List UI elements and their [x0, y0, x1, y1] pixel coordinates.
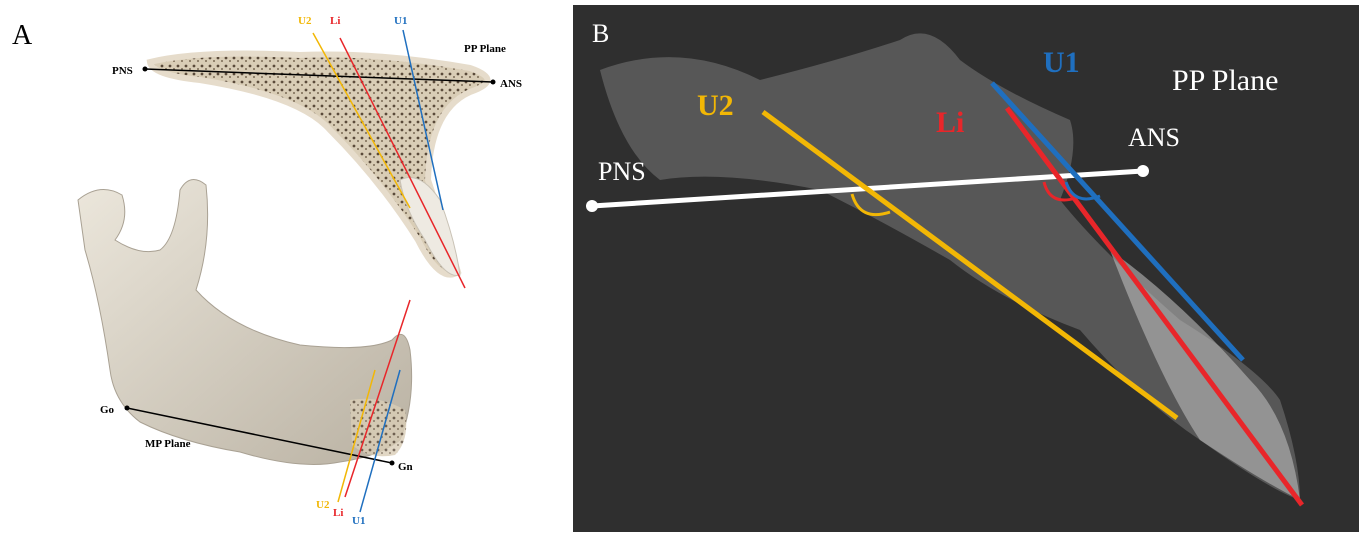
point-label: Gn	[398, 461, 413, 473]
panel-a: A U2 Li U1 PP Plane PNS ANS Go MP Plane …	[12, 15, 522, 527]
figure: A U2 Li U1 PP Plane PNS ANS Go MP Plane …	[0, 0, 1362, 533]
point-label: Go	[100, 404, 115, 416]
panel-label: B	[592, 19, 609, 48]
panel-b: B PNS ANS PP Plane U2 Li U1	[573, 5, 1359, 532]
line-label: Li	[936, 106, 964, 139]
point	[1137, 165, 1149, 177]
panel-label: A	[12, 20, 33, 51]
line-label: U1	[352, 515, 365, 527]
point-label: ANS	[500, 78, 522, 90]
line-label: Li	[330, 15, 340, 27]
point-label: PNS	[112, 65, 133, 77]
line-label: Li	[333, 507, 343, 519]
line-label: U2	[298, 15, 312, 27]
point-label: ANS	[1128, 123, 1180, 152]
point	[143, 67, 148, 72]
line-label: U2	[316, 499, 330, 511]
plane-label: MP Plane	[145, 438, 191, 450]
line-label: U1	[1043, 46, 1080, 79]
line-label: U2	[697, 89, 734, 122]
point	[125, 406, 130, 411]
point-label: PNS	[598, 157, 646, 186]
plane-label: PP Plane	[1172, 64, 1278, 97]
point	[586, 200, 598, 212]
plane-label: PP Plane	[464, 43, 506, 55]
point	[390, 461, 395, 466]
point	[491, 80, 496, 85]
line-label: U1	[394, 15, 407, 27]
